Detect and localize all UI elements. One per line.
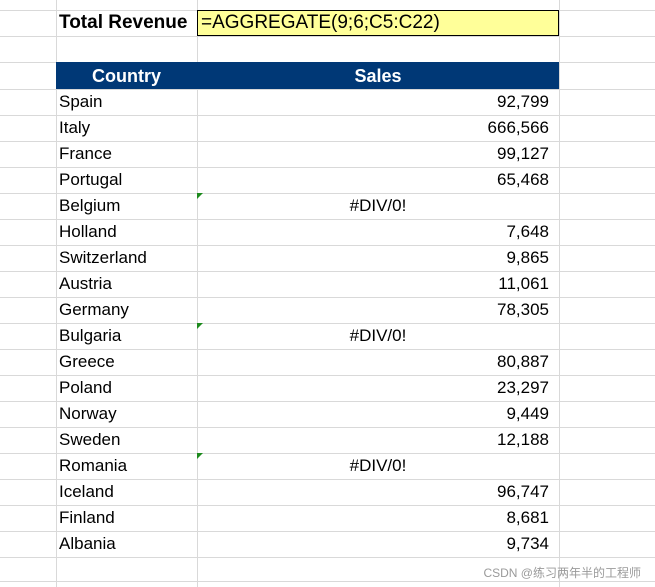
country-cell[interactable]: Greece xyxy=(59,352,115,371)
sales-cell[interactable]: 78,305 xyxy=(497,300,549,319)
gridline-horizontal xyxy=(0,531,655,532)
sales-cell[interactable]: 9,865 xyxy=(506,248,549,267)
gridline-vertical xyxy=(559,0,560,587)
gridline-horizontal xyxy=(0,349,655,350)
sales-cell[interactable]: 99,127 xyxy=(497,144,549,163)
table-row: Portugal 65,468 xyxy=(56,167,559,193)
gridline-horizontal xyxy=(0,297,655,298)
sales-cell[interactable]: 92,799 xyxy=(497,92,549,111)
country-cell[interactable]: Iceland xyxy=(59,482,114,501)
gridline-horizontal xyxy=(0,36,655,37)
sales-cell[interactable]: 7,648 xyxy=(506,222,549,241)
column-header-sales[interactable]: Sales xyxy=(354,66,402,86)
formula-cell[interactable]: =AGGREGATE(9;6;C5:C22) xyxy=(197,10,559,36)
sales-cell[interactable]: 9,449 xyxy=(506,404,549,423)
sales-cell[interactable]: 80,887 xyxy=(497,352,549,371)
table-row: Albania 9,734 xyxy=(56,531,559,557)
gridline-horizontal xyxy=(0,219,655,220)
country-cell[interactable]: Poland xyxy=(59,378,112,397)
error-indicator-icon[interactable] xyxy=(197,323,203,329)
watermark-text: CSDN @练习两年半的工程师 xyxy=(483,566,641,580)
table-row: Sweden 12,188 xyxy=(56,427,559,453)
country-cell[interactable]: Portugal xyxy=(59,170,123,189)
table-row: Poland 23,297 xyxy=(56,375,559,401)
country-cell[interactable]: Holland xyxy=(59,222,117,241)
table-row: Finland 8,681 xyxy=(56,505,559,531)
table-row: France 99,127 xyxy=(56,141,559,167)
country-cell[interactable]: Austria xyxy=(59,274,112,293)
error-indicator-icon[interactable] xyxy=(197,453,203,459)
sales-cell[interactable]: 96,747 xyxy=(497,482,549,501)
gridline-vertical xyxy=(197,0,198,587)
table-row: Italy 666,566 xyxy=(56,115,559,141)
gridline-horizontal xyxy=(0,375,655,376)
country-cell[interactable]: Bulgaria xyxy=(59,326,122,345)
country-cell[interactable]: Sweden xyxy=(59,430,121,449)
table-row: Romania #DIV/0! xyxy=(56,453,559,479)
table-row: Switzerland 9,865 xyxy=(56,245,559,271)
gridline-horizontal xyxy=(0,453,655,454)
table-row: Greece 80,887 xyxy=(56,349,559,375)
gridline-horizontal xyxy=(0,427,655,428)
gridline-horizontal xyxy=(0,401,655,402)
gridline-horizontal xyxy=(0,581,655,582)
country-cell[interactable]: Albania xyxy=(59,534,116,553)
table-header-row: Country Sales xyxy=(56,62,559,89)
sales-error-cell[interactable]: #DIV/0! xyxy=(349,456,407,475)
sales-error-cell[interactable]: #DIV/0! xyxy=(349,196,407,215)
gridline-horizontal xyxy=(0,193,655,194)
gridline-horizontal xyxy=(0,557,655,558)
table-row: Norway 9,449 xyxy=(56,401,559,427)
gridline-horizontal xyxy=(0,89,655,90)
gridline-horizontal xyxy=(0,479,655,480)
country-cell[interactable]: Finland xyxy=(59,508,115,527)
column-header-country[interactable]: Country xyxy=(92,66,161,86)
country-cell[interactable]: France xyxy=(59,144,112,163)
gridline-horizontal xyxy=(0,245,655,246)
data-rows: Spain 92,799 Italy 666,566 France 99,127 Portu… xyxy=(56,89,559,557)
country-cell[interactable]: Switzerland xyxy=(59,248,147,267)
table-row: Holland 7,648 xyxy=(56,219,559,245)
gridline-horizontal xyxy=(0,323,655,324)
gridline-horizontal xyxy=(0,115,655,116)
sales-cell[interactable]: 666,566 xyxy=(487,118,549,137)
sales-error-cell[interactable]: #DIV/0! xyxy=(349,326,407,345)
sales-cell[interactable]: 11,061 xyxy=(498,274,549,293)
table-row: Germany 78,305 xyxy=(56,297,559,323)
gridline-horizontal xyxy=(0,141,655,142)
sales-cell[interactable]: 23,297 xyxy=(497,378,549,397)
country-cell[interactable]: Italy xyxy=(59,118,91,137)
gridline-horizontal xyxy=(0,271,655,272)
table-row: Spain 92,799 xyxy=(56,89,559,115)
country-cell[interactable]: Norway xyxy=(59,404,117,423)
gridline-horizontal xyxy=(0,167,655,168)
sales-cell[interactable]: 9,734 xyxy=(506,534,549,553)
sales-cell[interactable]: 8,681 xyxy=(506,508,549,527)
table-row: Austria 11,061 xyxy=(56,271,559,297)
sales-cell[interactable]: 65,468 xyxy=(497,170,549,189)
table-row: Iceland 96,747 xyxy=(56,479,559,505)
gridline-vertical xyxy=(56,0,57,587)
table-row: Bulgaria #DIV/0! xyxy=(56,323,559,349)
table-row: Belgium #DIV/0! xyxy=(56,193,559,219)
country-cell[interactable]: Belgium xyxy=(59,196,121,215)
country-cell[interactable]: Germany xyxy=(59,300,129,319)
country-cell[interactable]: Romania xyxy=(59,456,128,475)
sales-cell[interactable]: 12,188 xyxy=(497,430,549,449)
error-indicator-icon[interactable] xyxy=(197,193,203,199)
total-revenue-label[interactable]: Total Revenue xyxy=(59,12,188,33)
gridline-horizontal xyxy=(0,505,655,506)
country-cell[interactable]: Spain xyxy=(59,92,103,111)
